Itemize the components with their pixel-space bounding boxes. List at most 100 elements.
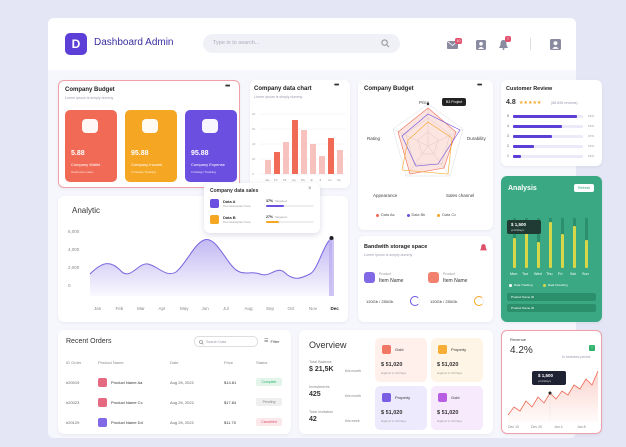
revenue-trend-badge: ↑ xyxy=(589,345,595,351)
search-icon xyxy=(199,339,204,345)
bell-alert-icon[interactable] xyxy=(480,244,487,252)
review-bar-label: 2 xyxy=(507,144,509,148)
legend-label: Data Aa xyxy=(381,213,395,217)
company-budget-card: Company Budget Lorem ipsum is simply dum… xyxy=(58,80,240,188)
review-bar-note: 15% xyxy=(588,124,595,128)
chart-month-label: My xyxy=(301,178,305,182)
sales-row-note: Targeted xyxy=(275,215,287,219)
bandwidth-item-cat: Product xyxy=(443,272,456,276)
budget-tile[interactable]: 95.88 Company Income In Design Tracking xyxy=(125,110,177,182)
profile-icon[interactable] xyxy=(550,39,561,50)
revenue-tooltip-label: profitdays xyxy=(538,379,552,383)
chart-bar xyxy=(310,144,316,174)
filter-icon: ☰ xyxy=(264,338,269,344)
budget-tile-value: 5.88 xyxy=(71,150,85,157)
review-bar-note: 15% xyxy=(588,114,595,118)
revenue-date-label: Jan 4 xyxy=(554,425,563,429)
analysis-day-label: Mon xyxy=(510,272,518,276)
overview-tile-sub: Highest in 30 Days xyxy=(381,419,407,423)
sales-row-sub: Text description here xyxy=(223,204,251,208)
sales-row-pct: 27% xyxy=(266,215,274,219)
analysis-row[interactable]: Product Name ID xyxy=(507,293,596,301)
close-icon[interactable]: × xyxy=(308,186,312,192)
analysis-tooltip-label: profitdays xyxy=(511,228,525,232)
radar-series-c xyxy=(401,121,453,175)
asset-icon xyxy=(438,345,447,354)
budget-tile-label: Company Expense xyxy=(191,162,225,167)
overview-stat-label: Total Balance xyxy=(309,360,332,364)
review-bar-note: 15% xyxy=(588,134,595,138)
bandwidth-title: Bandwith storage space xyxy=(364,244,428,250)
chart-bar xyxy=(328,138,334,174)
review-bar-fill xyxy=(513,114,578,118)
filter-button[interactable]: ☰ Filter xyxy=(264,338,279,344)
svg-text:20: 20 xyxy=(252,157,256,161)
legend-dot xyxy=(437,213,441,217)
analytic-y-tick: 2,000 xyxy=(68,265,80,270)
analysis-row[interactable]: Product Name ID xyxy=(507,304,596,312)
order-product: Product Name Dd xyxy=(111,420,143,425)
analytic-y-tick: 4,000 xyxy=(68,247,80,252)
analysis-refresh-button[interactable]: Refresh xyxy=(574,184,595,192)
budget-tile[interactable]: 95.88 Company Expense In Design Tracking xyxy=(185,110,237,182)
orders-search-input[interactable]: Search Data xyxy=(194,336,258,347)
analytic-y-tick: 0 xyxy=(68,283,71,288)
more-icon[interactable]: ••• xyxy=(334,82,339,89)
analytic-month-label: Nov xyxy=(309,306,318,311)
budget-tile-sub: Text/Lorem Here xyxy=(71,170,94,174)
status-badge: Complete xyxy=(256,378,282,386)
overview-tile[interactable]: Property $ 51,020 Highest in 30 Days xyxy=(431,338,483,382)
more-icon[interactable]: ••• xyxy=(225,83,230,90)
logo[interactable]: D xyxy=(65,33,87,55)
svg-text:0: 0 xyxy=(252,172,254,176)
overview-tile[interactable]: Property $ 51,020 Highest in 30 Days xyxy=(375,386,427,430)
order-date: Aug 26, 2022 xyxy=(170,380,194,385)
search-input[interactable]: Type in to search... xyxy=(203,34,400,53)
analysis-card: Analysis Refresh $ 1,500 profitdays Mon T… xyxy=(501,176,602,322)
order-id: #20019 xyxy=(66,380,80,385)
revenue-subtitle: In selected period xyxy=(562,355,591,359)
analytic-month-label: Oct xyxy=(287,306,295,311)
budget-tile[interactable]: 5.88 Company Wallet Text/Lorem Here xyxy=(65,110,117,182)
chart-month-label: Jn xyxy=(310,178,314,182)
analytic-month-label: Apr xyxy=(158,306,166,311)
review-bar-fill xyxy=(513,144,534,148)
legend-dot xyxy=(543,284,546,287)
more-icon[interactable]: ••• xyxy=(477,82,482,89)
analytic-month-label: Mar xyxy=(137,306,145,311)
overview-tile-sub: Highest in 30 Days xyxy=(437,419,463,423)
radar-series-a xyxy=(397,107,457,175)
review-bar-label: 3 xyxy=(507,134,509,138)
analytic-month-label: Jul xyxy=(223,306,229,311)
overview-stat-value: $ 21,5K xyxy=(309,366,334,373)
user-icon[interactable] xyxy=(476,40,486,50)
analysis-day-label: Wed xyxy=(534,272,542,276)
revenue-date-label: Dec 10 xyxy=(508,425,520,429)
order-date: Aug 26, 2022 xyxy=(170,420,194,425)
chart-month-label: Fb xyxy=(274,178,278,182)
chart-month-label: Ap xyxy=(292,178,296,182)
legend-dot xyxy=(406,213,410,217)
radar-axis-price: Price xyxy=(419,100,430,105)
review-bar-label: 1 xyxy=(507,154,509,158)
company-data-sales-popup: Company data sales × Data A Text descript… xyxy=(204,183,320,233)
mail-badge: 10 xyxy=(455,38,462,44)
bell-icon[interactable] xyxy=(499,40,508,50)
revenue-tooltip: $ 1,500 profitdays xyxy=(532,371,566,385)
analytic-title: Analytic xyxy=(72,206,101,215)
customer-review-title: Customer Review xyxy=(506,86,553,92)
analytic-month-label: Sep xyxy=(266,306,275,311)
chart-bar xyxy=(274,152,280,174)
review-bar-label: 5 xyxy=(507,114,509,118)
sales-row-bar xyxy=(266,205,284,207)
chart-month-label: Sp xyxy=(337,178,341,182)
product-icon xyxy=(98,418,107,427)
sales-row-name: Data B xyxy=(223,215,236,220)
overview-tile[interactable]: Gold $ 51,020 Highest in 30 Days xyxy=(431,386,483,430)
order-price: $14.81 xyxy=(224,380,237,385)
sales-row-name: Data A xyxy=(223,199,236,204)
radar-title: Company Budget xyxy=(364,86,414,92)
sales-row-bar xyxy=(266,221,279,223)
analysis-day-label: Thu xyxy=(546,272,553,276)
overview-tile[interactable]: Gold $ 51,020 Highest in 30 Days xyxy=(375,338,427,382)
